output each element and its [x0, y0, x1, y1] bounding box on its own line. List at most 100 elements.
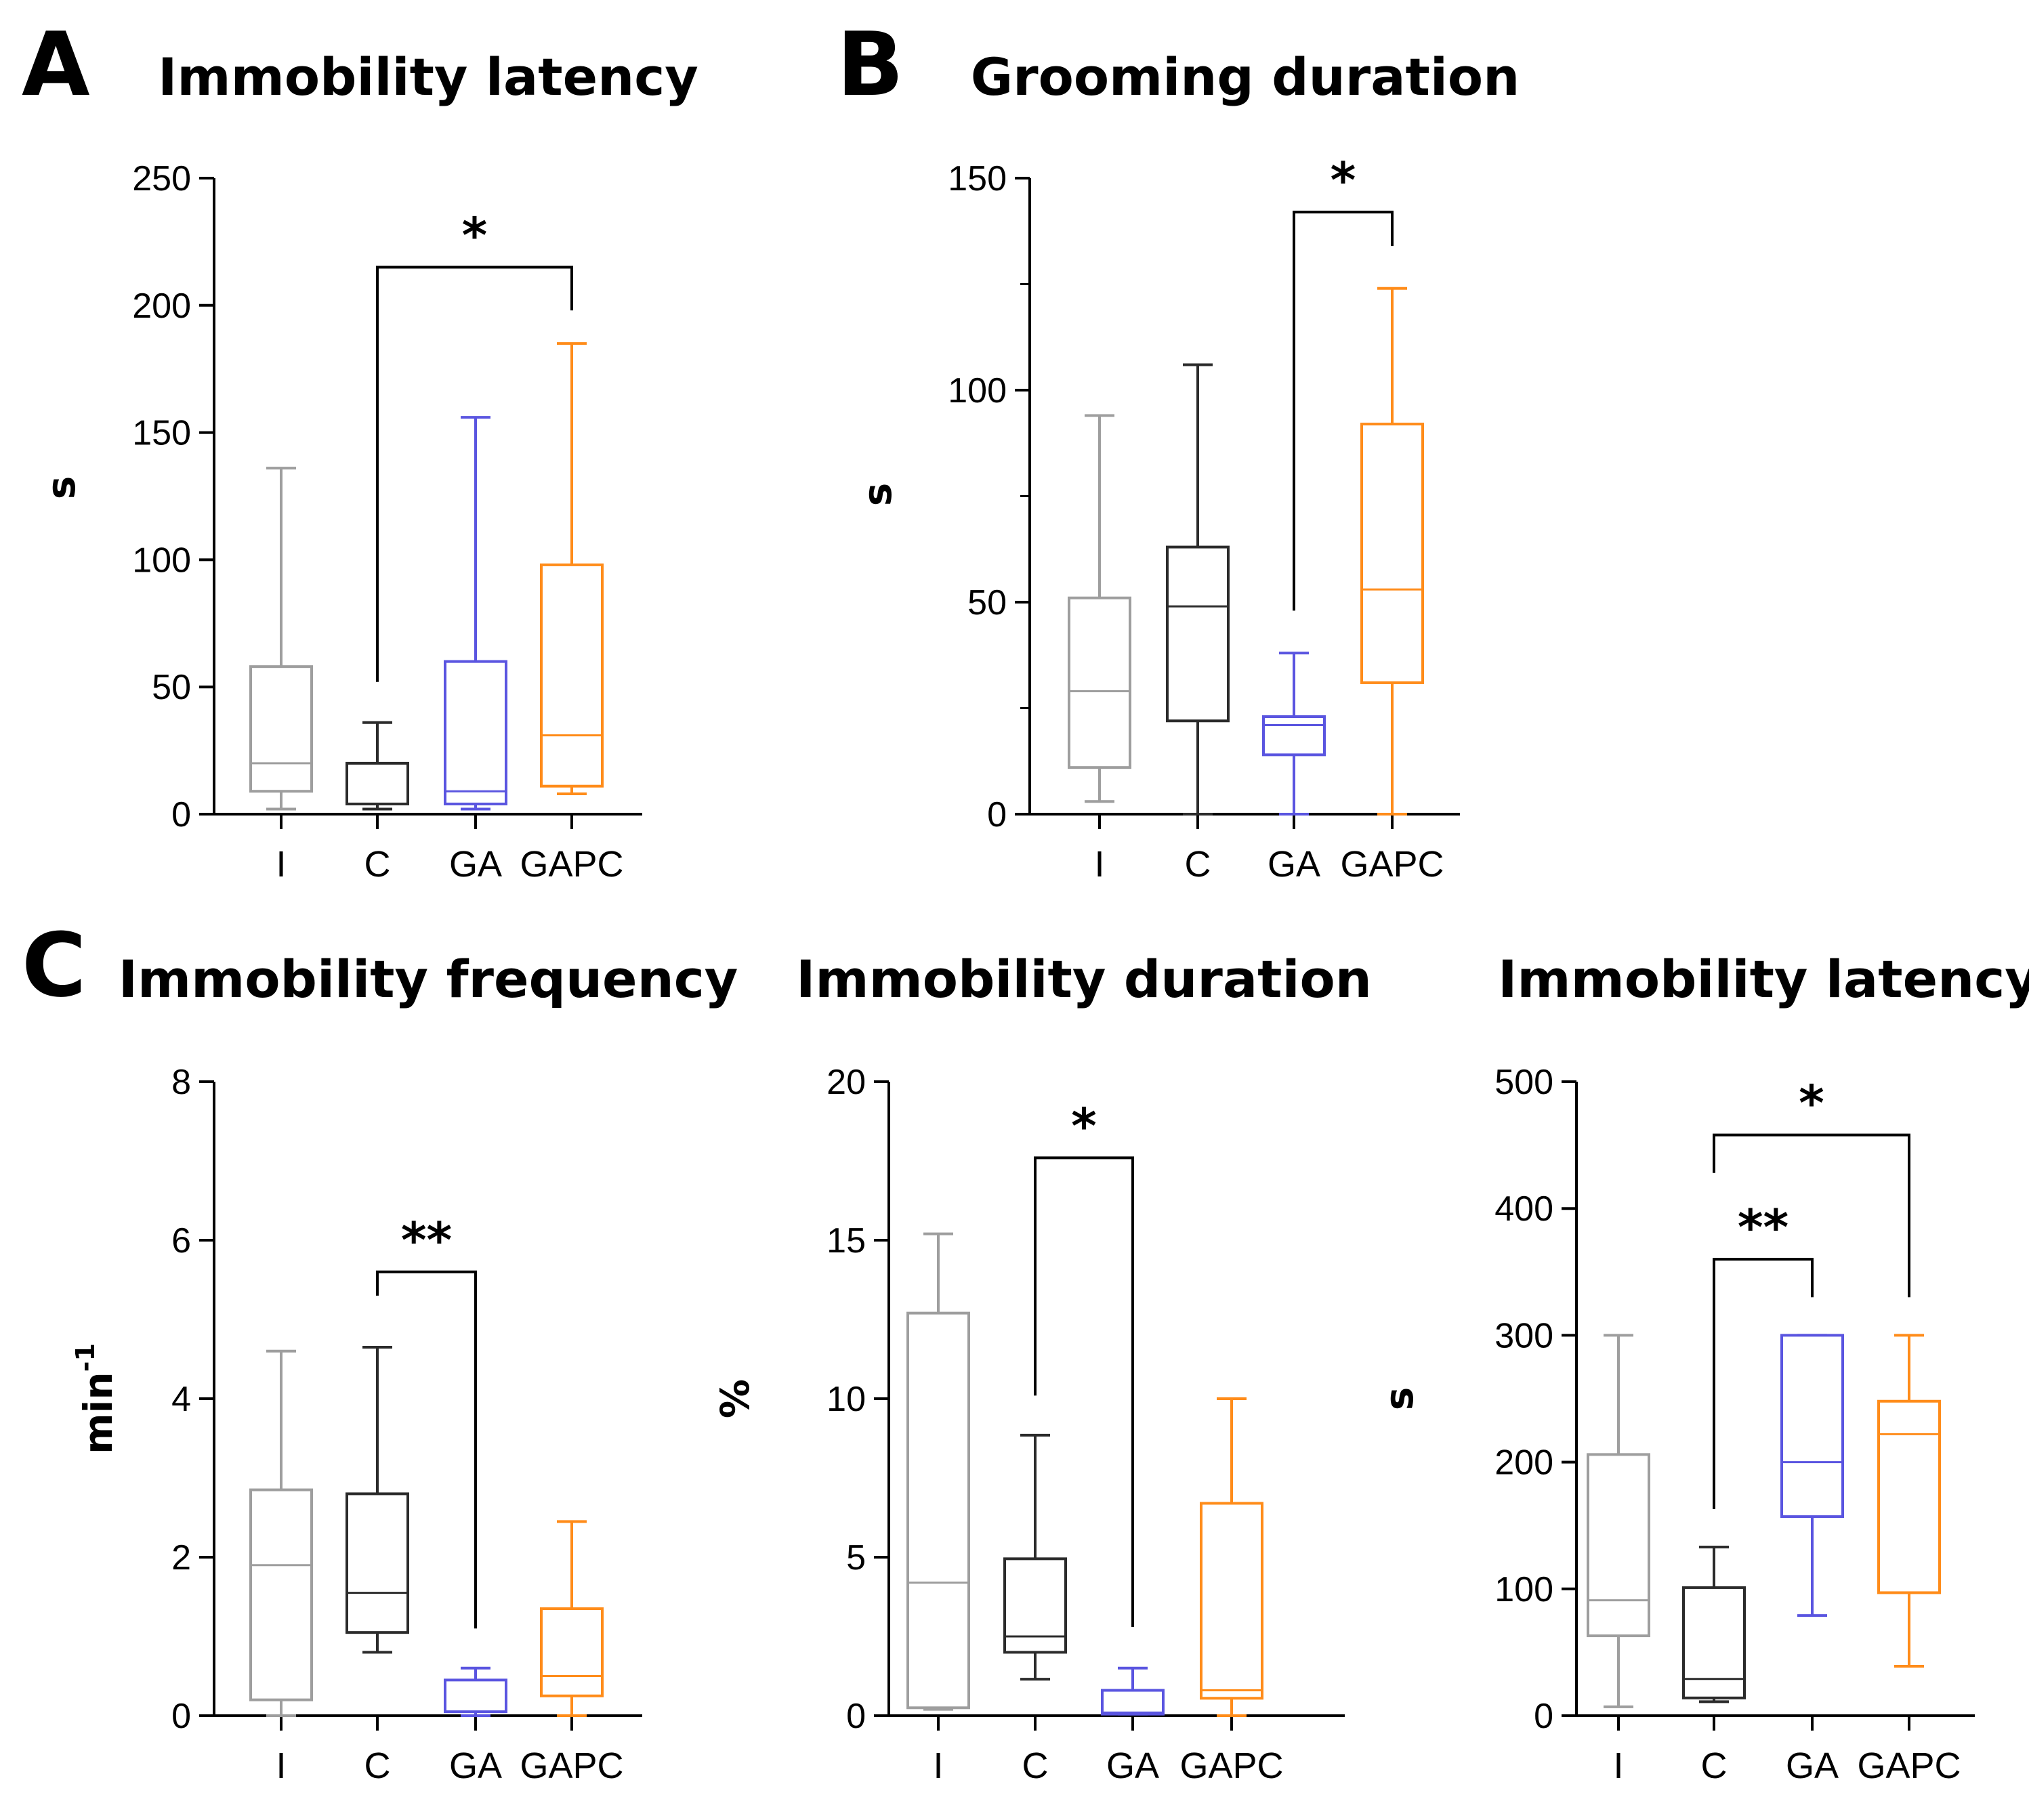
box-ga — [1101, 1666, 1165, 1716]
box-gapc — [540, 1520, 604, 1717]
y-tick-label: 6 — [171, 1221, 191, 1261]
x-tick-label-ga: GA — [449, 844, 502, 885]
iqr-box — [346, 1492, 409, 1634]
box-c — [1003, 1433, 1067, 1681]
y-tick-label: 0 — [171, 795, 191, 834]
x-tick-label-ga: GA — [1268, 844, 1320, 885]
iqr-box — [1166, 545, 1230, 723]
iqr-box — [444, 660, 507, 805]
box-c — [1682, 1546, 1746, 1703]
box-ga — [444, 416, 507, 811]
y-tick-label: 0 — [846, 1697, 866, 1736]
x-tick-label-i: I — [1613, 1745, 1623, 1786]
x-tick-label-c: C — [1022, 1745, 1049, 1786]
y-axis-label: min-1 — [70, 1343, 121, 1454]
y-tick-label: 250 — [132, 159, 191, 198]
significance-bracket: * — [1713, 1075, 1910, 1298]
chart-immobility-latency-c: Immobility latency s 0 100 200 300 400 500 I C GA G… — [1376, 949, 2029, 1786]
significance-label: * — [1331, 152, 1356, 209]
iqr-box — [1877, 1399, 1941, 1594]
y-tick-label: 10 — [827, 1380, 866, 1419]
bracket-line — [376, 1270, 477, 1629]
y-axis-label: % — [712, 1379, 758, 1418]
iqr-box — [1101, 1689, 1165, 1716]
box-ga — [444, 1666, 507, 1717]
y-axis-label-superscript: -1 — [70, 1343, 100, 1372]
iqr-box — [249, 1488, 313, 1701]
y-tick-label: 100 — [132, 541, 191, 580]
bracket-line — [1713, 1133, 1910, 1298]
significance-label: ** — [401, 1212, 452, 1269]
bracket-line — [1293, 211, 1394, 611]
y-tick-label: 8 — [171, 1063, 191, 1102]
bracket-line — [1034, 1156, 1134, 1627]
x-tick-label-i: I — [1094, 844, 1104, 885]
y-tick-label: 0 — [171, 1697, 191, 1736]
iqr-box — [1003, 1557, 1067, 1654]
chart-title: Immobility latency — [158, 47, 698, 107]
iqr-box — [1360, 423, 1424, 684]
box-c — [346, 721, 409, 811]
y-tick-label: 150 — [948, 159, 1007, 198]
significance-label: * — [462, 207, 488, 263]
x-tick-label-c: C — [364, 1745, 391, 1786]
chart-immobility-latency-a: Immobility latency s 0 50 100 150 200 250 I C GA GA… — [38, 47, 698, 885]
x-tick-label-gapc: GAPC — [520, 1745, 623, 1786]
bracket-line — [376, 266, 573, 682]
y-tick-label: 150 — [132, 414, 191, 453]
box-i — [1068, 414, 1131, 803]
panel-letter-a: A — [22, 13, 90, 116]
significance-bracket: ** — [376, 1212, 477, 1629]
box-ga — [1780, 1334, 1844, 1617]
y-tick-label: 300 — [1494, 1316, 1553, 1355]
significance-label: * — [1799, 1075, 1824, 1132]
x-tick-label-ga: GA — [1786, 1745, 1839, 1786]
y-tick-label: 400 — [1494, 1189, 1553, 1229]
y-tick-label: 200 — [132, 287, 191, 326]
x-tick-label-gapc: GAPC — [1340, 844, 1444, 885]
significance-bracket: * — [1293, 152, 1394, 611]
y-tick-label: 50 — [152, 668, 191, 707]
significance-bracket: * — [1034, 1097, 1134, 1627]
x-tick-label-c: C — [364, 844, 391, 885]
iqr-box — [1200, 1502, 1263, 1700]
y-tick-label: 50 — [967, 583, 1007, 622]
chart-title: Grooming duration — [971, 47, 1520, 107]
y-axis-label: s — [38, 476, 84, 500]
box-c — [1166, 363, 1230, 816]
chart-title: Immobility latency — [1498, 949, 2029, 1009]
y-tick-label: 100 — [1494, 1570, 1553, 1609]
iqr-box — [1068, 596, 1131, 769]
iqr-box — [444, 1678, 507, 1714]
panel-letter-b: B — [837, 13, 904, 116]
panel-letter-c: C — [22, 914, 86, 1017]
y-tick-label: 20 — [827, 1063, 866, 1102]
box-i — [906, 1232, 970, 1711]
x-tick-label-c: C — [1185, 844, 1211, 885]
x-tick-label-gapc: GAPC — [1857, 1745, 1961, 1786]
iqr-box — [1780, 1334, 1844, 1519]
iqr-box — [1587, 1453, 1650, 1638]
y-tick-label: 0 — [987, 795, 1007, 834]
box-gapc — [1877, 1334, 1941, 1668]
box-gapc — [1200, 1397, 1263, 1717]
y-tick-label: 2 — [171, 1538, 191, 1578]
chart-immobility-duration: Immobility duration% 0 5 10 15 20 I C GA GAPC * — [712, 949, 1372, 1786]
iqr-box — [346, 761, 409, 805]
y-tick-label: 500 — [1494, 1063, 1553, 1102]
box-gapc — [540, 342, 604, 795]
x-tick-label-gapc: GAPC — [1179, 1745, 1283, 1786]
iqr-box — [249, 665, 313, 793]
iqr-box — [540, 563, 604, 788]
x-tick-label-c: C — [1701, 1745, 1728, 1786]
significance-label: * — [1071, 1097, 1097, 1154]
y-tick-label: 100 — [948, 371, 1007, 410]
significance-bracket: ** — [1713, 1199, 1814, 1509]
iqr-box — [1682, 1586, 1746, 1699]
x-tick-label-ga: GA — [449, 1745, 502, 1786]
y-axis-label: s — [854, 483, 900, 507]
chart-title: Immobility frequency — [119, 949, 738, 1009]
x-tick-label-i: I — [933, 1745, 943, 1786]
x-tick-label-i: I — [276, 844, 286, 885]
